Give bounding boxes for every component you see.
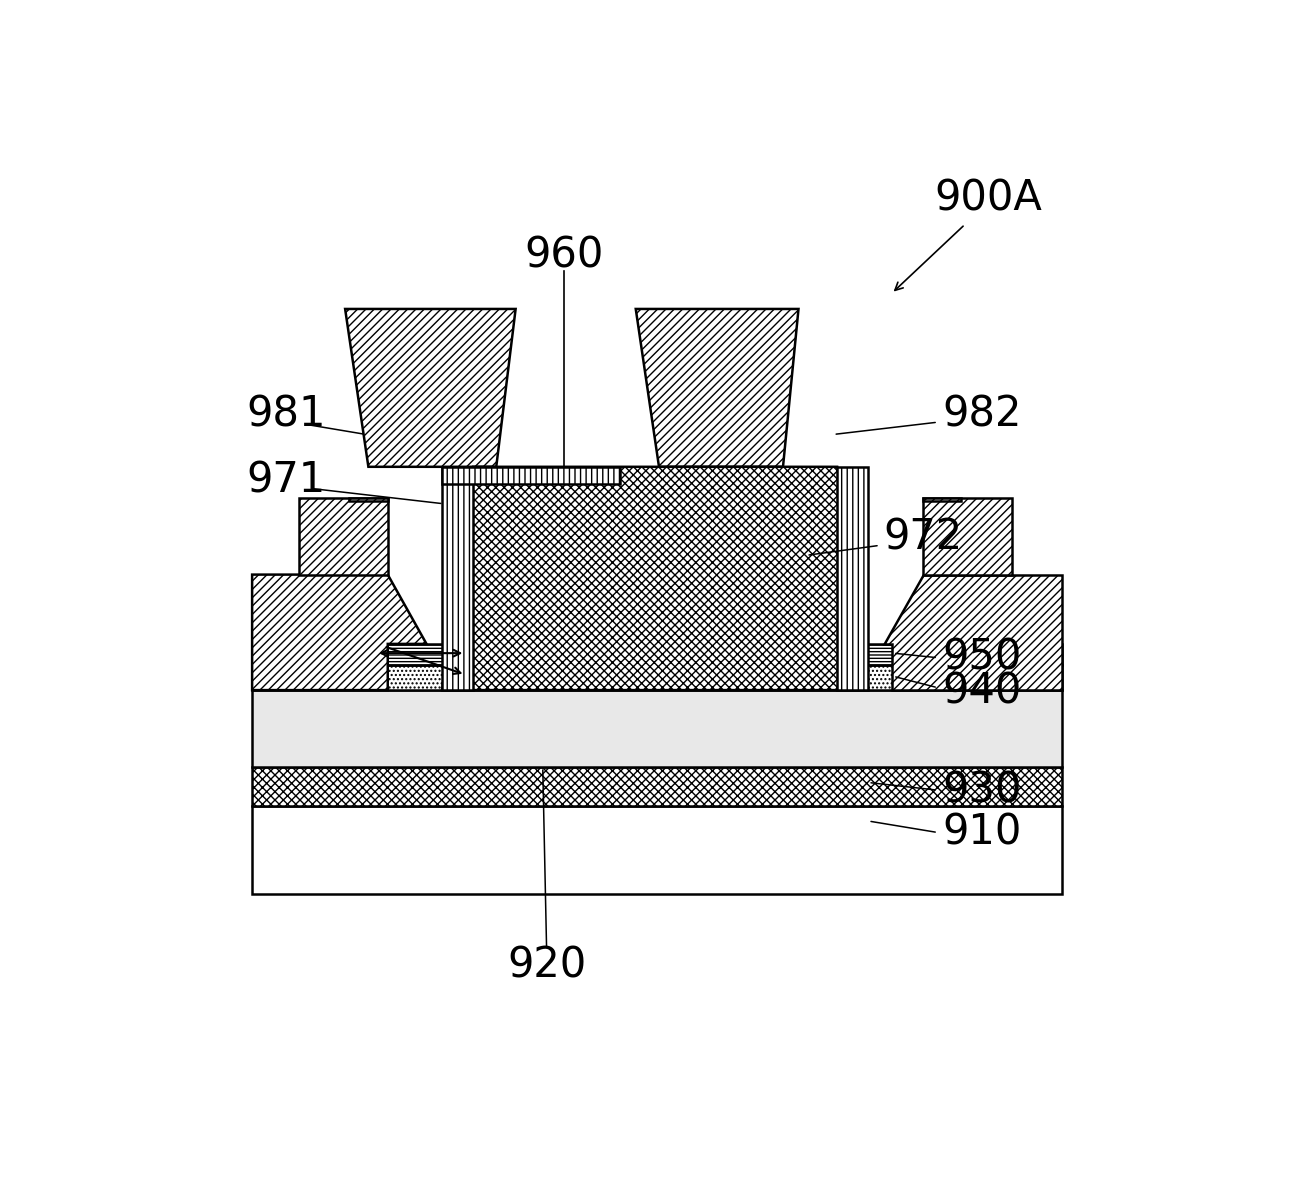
Polygon shape [922,497,1012,575]
Polygon shape [837,467,868,690]
Polygon shape [922,497,961,502]
Text: 940: 940 [941,670,1021,712]
Text: 950: 950 [941,637,1021,679]
Text: 981: 981 [246,393,326,435]
Bar [252,767,1061,805]
Polygon shape [636,310,798,467]
Text: 971: 971 [246,460,326,502]
Polygon shape [442,467,473,690]
Text: 910: 910 [941,811,1021,853]
Polygon shape [442,467,621,484]
Text: 972: 972 [884,516,962,558]
Text: 960: 960 [524,234,604,276]
Polygon shape [884,575,1061,690]
Polygon shape [349,497,387,502]
Bar [252,666,1061,690]
Text: 900A: 900A [935,178,1042,220]
Polygon shape [442,467,868,690]
Bar [252,690,1061,767]
Polygon shape [299,497,387,575]
Bar [252,805,1061,894]
Polygon shape [346,310,515,467]
Bar [252,644,1061,666]
Text: 920: 920 [507,945,587,987]
Polygon shape [252,575,426,690]
Text: 982: 982 [941,393,1021,435]
Text: 930: 930 [941,770,1021,811]
